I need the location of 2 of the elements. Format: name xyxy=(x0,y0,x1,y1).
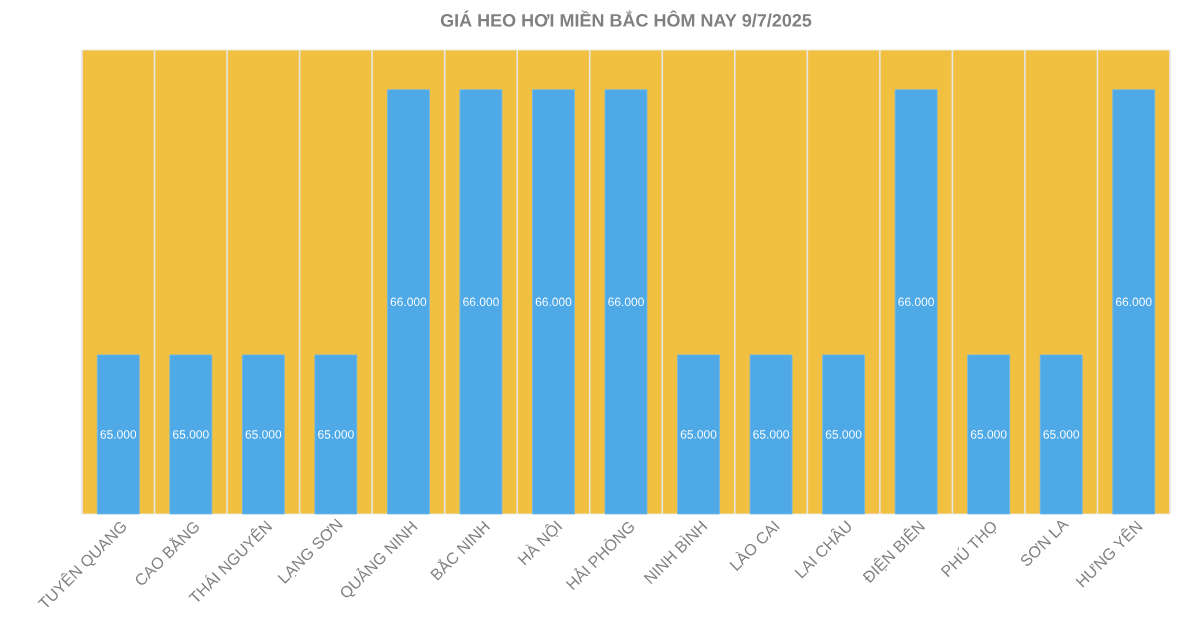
x-tick-label: LÀO CAI xyxy=(729,520,780,571)
chart-title: GIÁ HEO HƠI MIỀN BẮC HÔM NAY 9/7/2025 xyxy=(440,10,812,27)
